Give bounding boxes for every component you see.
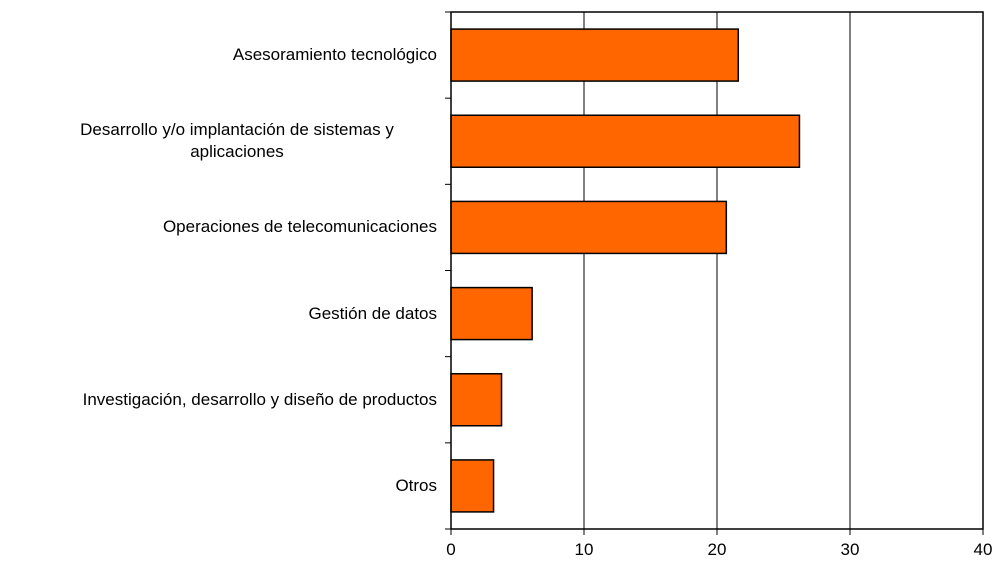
category-label-box: Gestión de datos — [308, 284, 437, 344]
category-label-box: Operaciones de telecomunicaciones — [163, 197, 437, 257]
y-tick-label: Desarrollo y/o implantación de sistemas … — [80, 120, 394, 162]
bar — [450, 459, 495, 513]
category-label-box: Desarrollo y/o implantación de sistemas … — [37, 111, 437, 171]
bar — [450, 286, 533, 341]
y-tick-label: Otros — [395, 475, 437, 495]
category-label-box: Asesoramiento tecnológico — [233, 25, 437, 85]
category-label-box: Otros — [395, 456, 437, 516]
bar — [450, 200, 728, 255]
y-tick-label: Gestión de datos — [308, 303, 437, 323]
x-tick-label: 10 — [575, 540, 594, 559]
y-tick-label: Investigación, desarrollo y diseño de pr… — [82, 389, 437, 409]
category-label-box: Investigación, desarrollo y diseño de pr… — [83, 370, 437, 430]
x-tick-label: 40 — [974, 540, 993, 559]
y-tick-label: Asesoramiento tecnológico — [232, 45, 437, 65]
y-tick-label: Operaciones de telecomunicaciones — [162, 217, 437, 237]
x-tick-label: 0 — [446, 540, 455, 559]
bar — [450, 373, 503, 427]
bar — [450, 114, 801, 168]
x-tick-label: 20 — [708, 540, 727, 559]
bar — [450, 28, 740, 82]
plot-frame — [450, 11, 984, 530]
x-tick-label: 30 — [841, 540, 860, 559]
